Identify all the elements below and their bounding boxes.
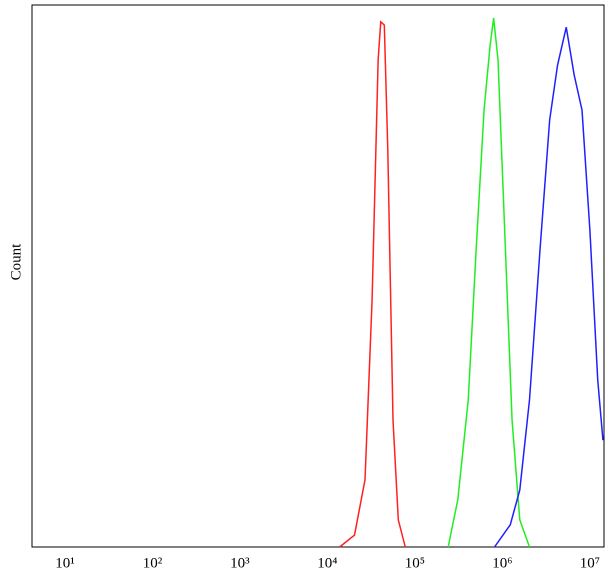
- histogram-line: [447, 17, 531, 548]
- histogram-line: [493, 27, 604, 548]
- x-tick-label: 10³: [230, 555, 250, 571]
- x-tick-label: 10⁴: [317, 555, 337, 571]
- x-tick-label: 10²: [143, 555, 163, 571]
- x-tick-label: 10⁵: [405, 555, 425, 571]
- y-axis-label: Count: [8, 243, 24, 281]
- histogram-line: [339, 20, 406, 548]
- x-tick-label: 10⁷: [580, 555, 600, 571]
- x-tick-label: 10⁶: [492, 555, 512, 571]
- plot-frame: [31, 4, 605, 548]
- x-tick-label: 10¹: [55, 555, 75, 571]
